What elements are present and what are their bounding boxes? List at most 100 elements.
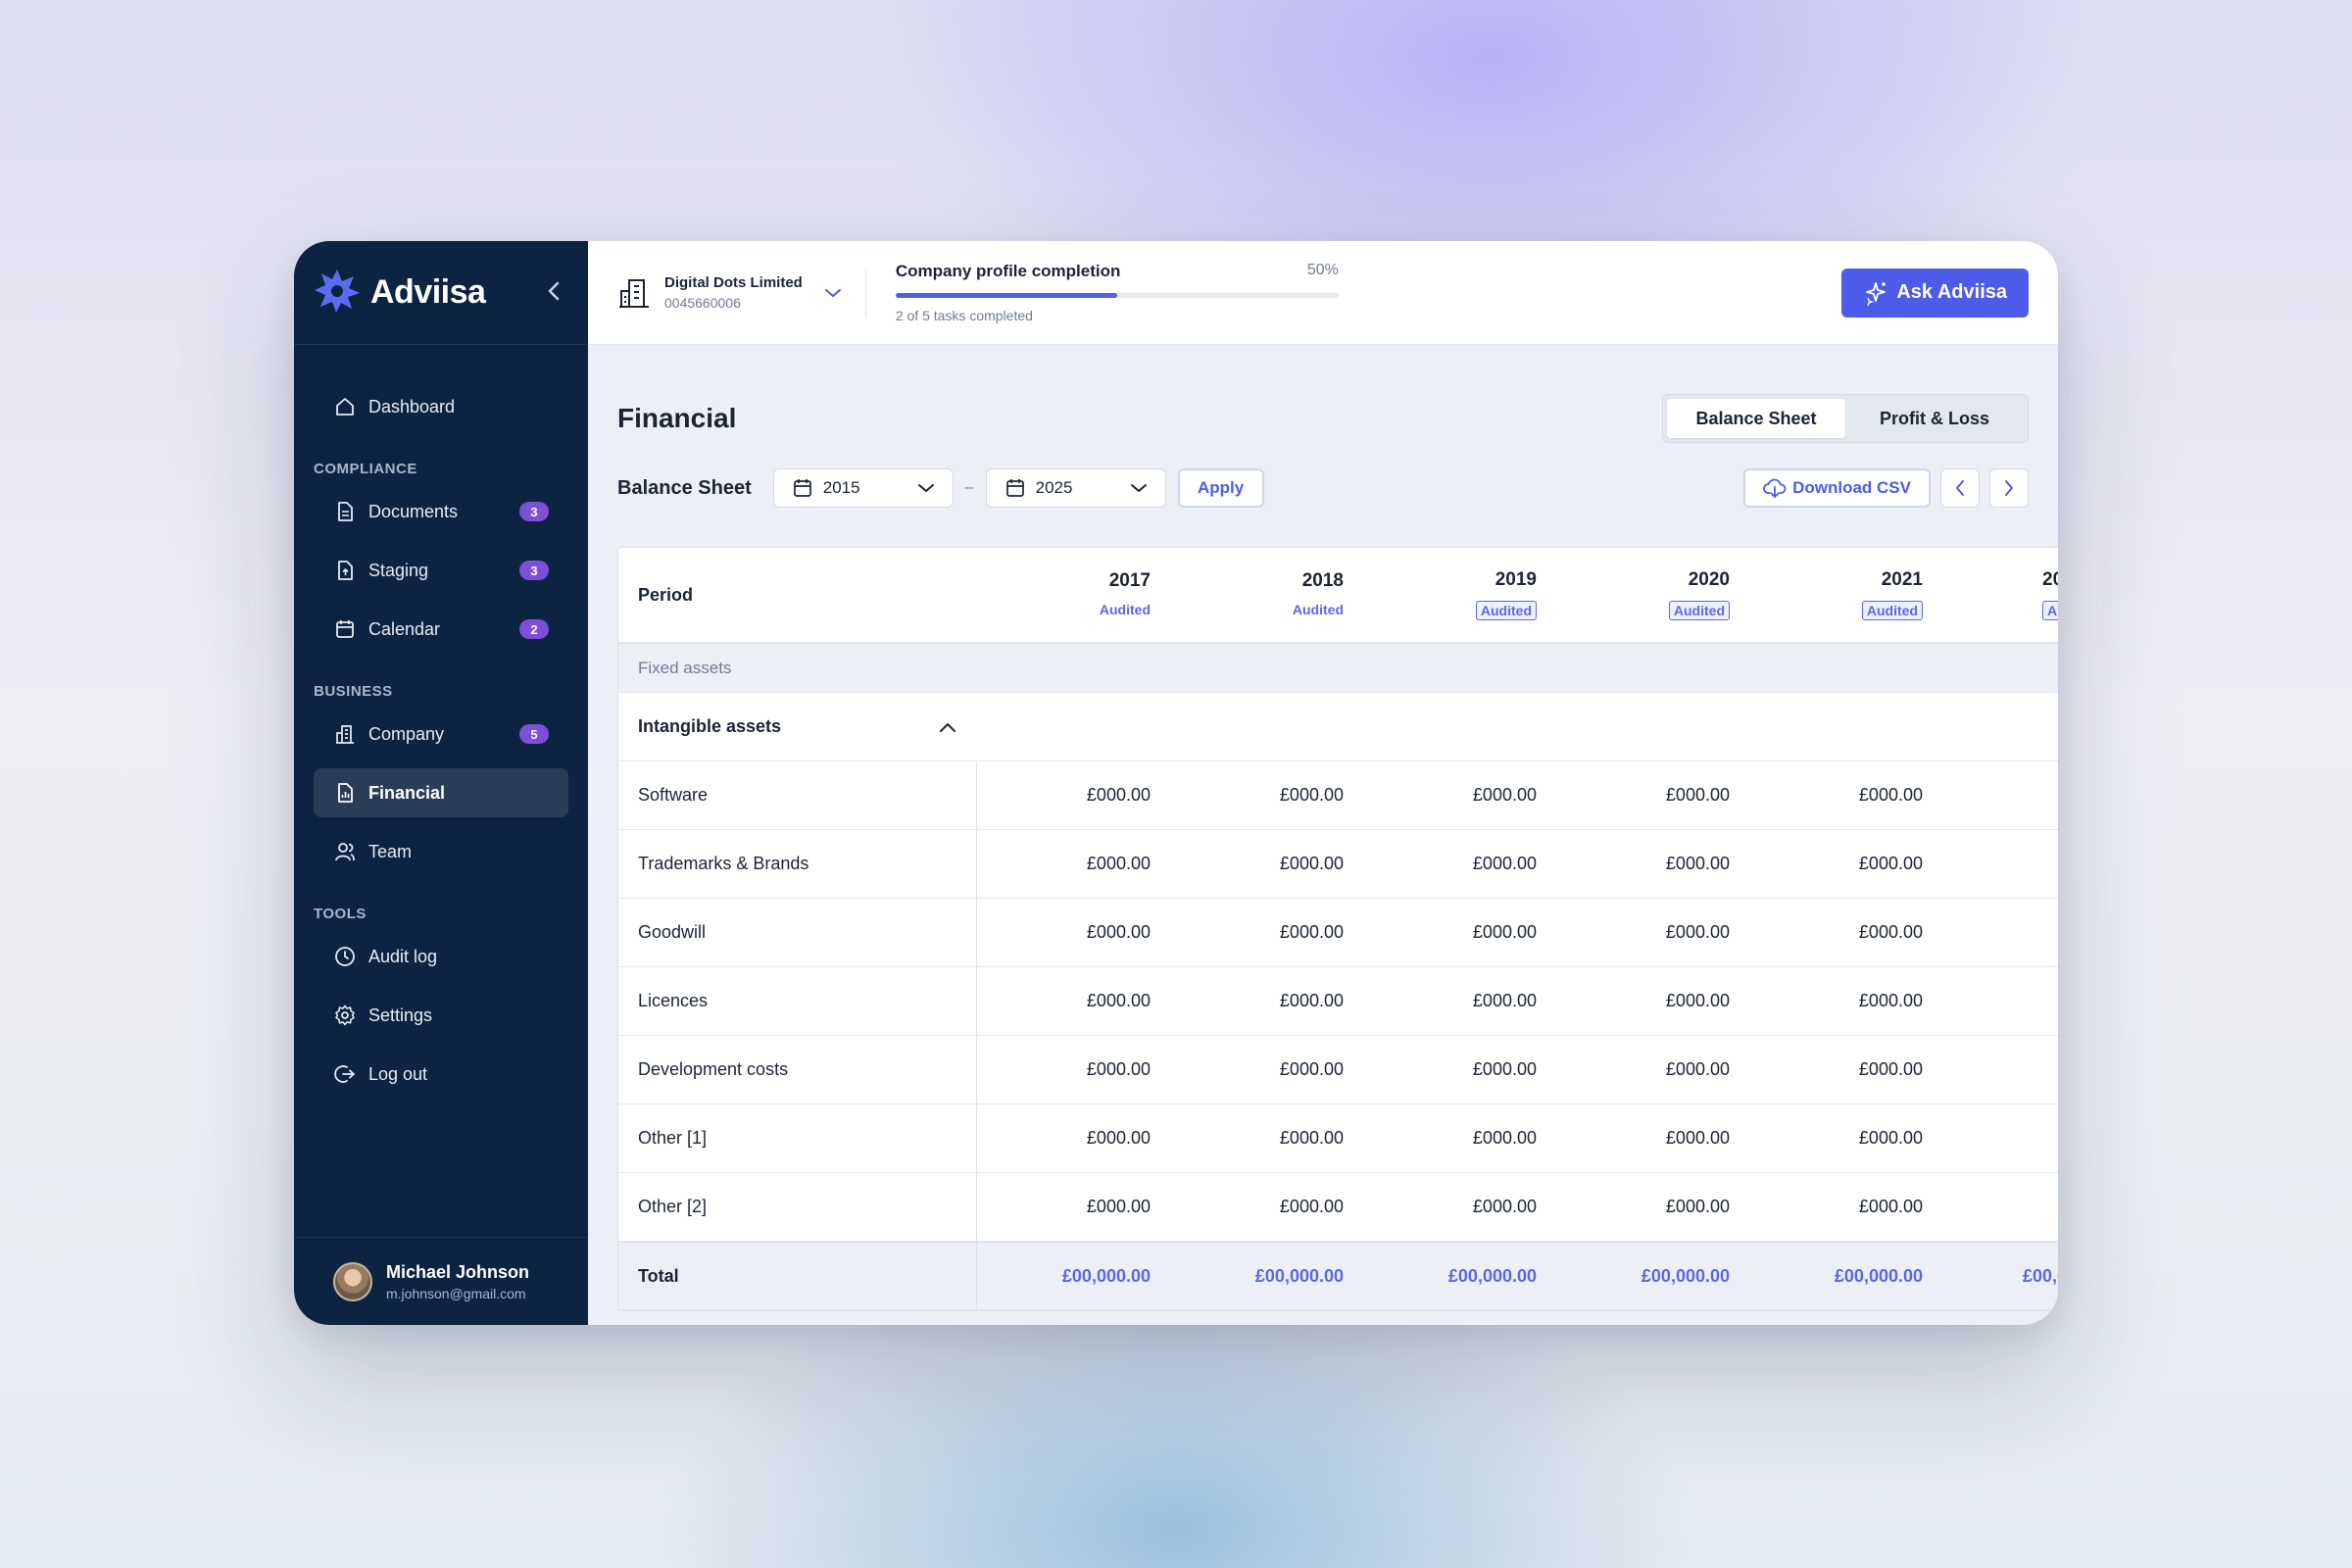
company-switcher[interactable]: Digital Dots Limited 0045660006	[617, 268, 866, 318]
section-label-tools: TOOLS	[314, 906, 367, 922]
value-cell[interactable]: £000.00	[1665, 1059, 1730, 1079]
value-cell[interactable]: £000.00	[1086, 854, 1151, 873]
sidebar-item-label: Log out	[368, 1063, 428, 1084]
value-cell[interactable]: £000.00	[1858, 922, 1923, 942]
from-year-select[interactable]: 2015	[772, 468, 954, 508]
value-cell[interactable]: £000.00	[1858, 991, 1923, 1010]
sidebar-item-staging[interactable]: Staging 3	[314, 546, 568, 595]
value-cell[interactable]: £000.00	[1472, 785, 1537, 805]
chevron-right-icon	[2003, 479, 2015, 497]
sidebar-item-label: Documents	[368, 501, 459, 521]
value-cell[interactable]: £000.00	[1086, 922, 1151, 942]
value-cell[interactable]: £000.00	[1665, 854, 1730, 873]
value-cell[interactable]: £000.	[1942, 1059, 2058, 1080]
download-csv-button[interactable]: Download CSV	[1743, 468, 1931, 508]
value-cell[interactable]: £000.00	[1279, 1128, 1344, 1148]
table-row: Software £000.00 £000.00 £000.00 £000.00 £000…	[618, 760, 2058, 830]
value-cell[interactable]: £000.00	[1279, 1197, 1344, 1216]
sidebar-item-audit-log[interactable]: Audit log	[314, 932, 568, 981]
total-value: £00,000.00	[1447, 1265, 1537, 1286]
sidebar-item-calendar[interactable]: Calendar 2	[314, 605, 568, 654]
value-cell[interactable]: £000.00	[1086, 1128, 1151, 1148]
value-cell[interactable]: £000.00	[1472, 1059, 1537, 1079]
value-cell[interactable]: £000.00	[1858, 785, 1923, 805]
chevron-up-icon[interactable]	[938, 720, 957, 734]
year-label: 2021	[1881, 569, 1923, 590]
table-row: Trademarks & Brands £000.00 £000.00 £000.00…	[618, 829, 2058, 899]
sidebar-item-settings[interactable]: Settings	[314, 991, 568, 1040]
ask-adviisa-button[interactable]: Ask Adviisa	[1841, 268, 2029, 318]
value-cell[interactable]: £000.00	[1665, 785, 1730, 805]
count-badge: 2	[519, 619, 549, 639]
range-separator: –	[964, 479, 974, 496]
value-cell[interactable]: £000.00	[1279, 1059, 1344, 1079]
value-cell[interactable]: £000.00	[1472, 1128, 1537, 1148]
count-badge: 5	[519, 724, 549, 744]
value-cell[interactable]: £000.00	[1858, 1197, 1923, 1216]
value-cell[interactable]: £000.00	[1279, 854, 1344, 873]
value-cell[interactable]: £000.00	[1472, 854, 1537, 873]
chevron-down-icon	[917, 482, 935, 494]
value-cell[interactable]: £000.00	[1279, 922, 1344, 942]
prev-page-button[interactable]	[1940, 468, 1980, 508]
value-cell[interactable]: £000.00	[1665, 1128, 1730, 1148]
progress-percent: 50%	[1306, 262, 1339, 278]
chevron-down-icon	[824, 287, 842, 299]
year-header: 20 Audi	[1942, 569, 2058, 620]
tab-profit-loss[interactable]: Profit & Loss	[1879, 408, 1989, 428]
sidebar-item-log-out[interactable]: Log out	[314, 1050, 568, 1099]
to-year-value: 2025	[1035, 478, 1073, 497]
value-cell[interactable]: £000.00	[1858, 854, 1923, 873]
user-email: m.johnson@gmail.com	[386, 1285, 526, 1301]
row-label: Licences	[618, 966, 977, 1036]
value-cell[interactable]: £000.00	[1472, 1197, 1537, 1216]
value-cell[interactable]: £000.00	[1279, 991, 1344, 1010]
user-profile[interactable]: Michael Johnson m.johnson@gmail.com	[294, 1237, 588, 1325]
home-icon	[333, 395, 357, 418]
value-cell[interactable]: £000.00	[1472, 922, 1537, 942]
to-year-select[interactable]: 2025	[985, 468, 1166, 508]
balance-sheet-table: Period 2017 Audited 2018 Audited 2019 Audit…	[617, 547, 2058, 1311]
value-cell[interactable]: £000.00	[1858, 1059, 1923, 1079]
sidebar-item-dashboard[interactable]: Dashboard	[314, 382, 568, 431]
value-cell[interactable]: £000.00	[1086, 1197, 1151, 1216]
year-header: 2021 Audited	[1749, 569, 1942, 620]
year-label: 2018	[1301, 570, 1344, 591]
table-row: Goodwill £000.00 £000.00 £000.00 £000.00 £000…	[618, 898, 2058, 967]
filter-label: Balance Sheet	[617, 476, 752, 499]
audited-badge: Audited	[1861, 601, 1923, 620]
value-cell[interactable]: £000.	[1942, 854, 2058, 874]
value-cell[interactable]: £000.00	[1858, 1128, 1923, 1148]
value-cell[interactable]: £000.00	[1665, 991, 1730, 1010]
value-cell[interactable]: £000.	[1942, 991, 2058, 1011]
value-cell[interactable]: £000.00	[1472, 991, 1537, 1010]
value-cell[interactable]: £000.	[1942, 1128, 2058, 1149]
value-cell[interactable]: £000.00	[1279, 785, 1344, 805]
value-cell[interactable]: £000.00	[1086, 785, 1151, 805]
value-cell[interactable]: £000.00	[1665, 922, 1730, 942]
value-cell[interactable]: £000.00	[1086, 1059, 1151, 1079]
apply-button[interactable]: Apply	[1177, 468, 1264, 508]
value-cell[interactable]: £000.00	[1665, 1197, 1730, 1216]
row-label: Other [1]	[618, 1103, 977, 1173]
value-cell[interactable]: £000.00	[1086, 991, 1151, 1010]
sidebar-item-label: Audit log	[368, 946, 438, 966]
collapse-sidebar-icon[interactable]	[539, 277, 568, 309]
main-area: Digital Dots Limited 0045660006 Company …	[588, 241, 2058, 1325]
next-page-button[interactable]	[1989, 468, 2029, 508]
sidebar-item-documents[interactable]: Documents 3	[314, 487, 568, 536]
gear-icon	[333, 1004, 357, 1027]
value-cell[interactable]: £000.	[1942, 785, 2058, 806]
group-row[interactable]: Intangible assets	[618, 693, 2058, 761]
tab-balance-sheet[interactable]: Balance Sheet	[1667, 399, 1845, 438]
sidebar-item-financial[interactable]: Financial	[314, 768, 568, 817]
sparkle-icon	[1863, 280, 1888, 306]
value-cell[interactable]: £000.	[1942, 1197, 2058, 1217]
topbar: Digital Dots Limited 0045660006 Company …	[588, 241, 2058, 345]
statement-tabs: Balance Sheet Profit & Loss	[1662, 394, 2029, 443]
from-year-value: 2015	[822, 478, 860, 497]
sidebar-item-team[interactable]: Team	[314, 827, 568, 876]
value-cell[interactable]: £000.	[1942, 922, 2058, 943]
sidebar-item-company[interactable]: Company 5	[314, 710, 568, 759]
calendar-icon	[792, 477, 813, 499]
